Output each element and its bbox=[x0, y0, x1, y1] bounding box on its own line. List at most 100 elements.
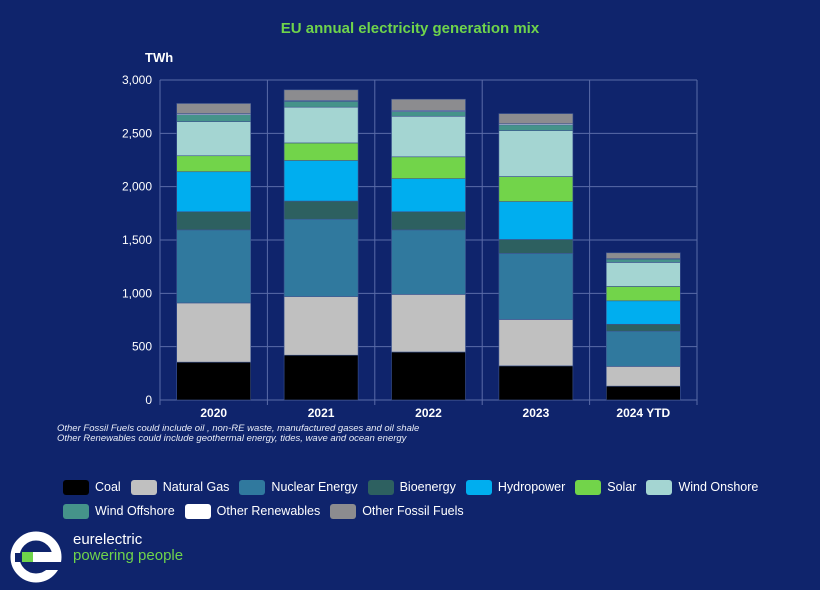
bar-segment-natural-gas bbox=[176, 302, 251, 363]
y-axis-label: TWh bbox=[145, 50, 173, 65]
legend-label: Hydropower bbox=[497, 480, 566, 494]
y-tick-label: 2,000 bbox=[122, 180, 152, 194]
legend-row: Wind Offshore Other Renewables Other Fossi… bbox=[63, 499, 783, 523]
stacked-bar-chart: 0 500 1,000 1,500 2,000 2,500 3,000 2020 2021 202… bbox=[122, 50, 698, 420]
legend-item: Wind Onshore bbox=[646, 479, 759, 495]
note-other-renewables: Other Renewables could include geotherma… bbox=[57, 433, 407, 444]
legend-label: Solar bbox=[607, 480, 637, 494]
bar-segment-other-fossil-fuels bbox=[283, 89, 359, 101]
legend-item: Bioenergy bbox=[367, 479, 456, 495]
bar-segment-nuclear-energy bbox=[391, 229, 466, 295]
bar-segment-other-fossil-fuels bbox=[176, 103, 251, 114]
x-tick-label: 2020 bbox=[200, 406, 227, 420]
y-tick-label: 1,000 bbox=[122, 286, 152, 300]
bar-segment-wind-offshore bbox=[498, 124, 574, 131]
note-other-fossil: Other Fossil Fuels could include oil , n… bbox=[57, 423, 420, 434]
bar-segment-bioenergy bbox=[391, 211, 466, 231]
bar-segment-solar bbox=[176, 155, 251, 173]
brand-tagline: powering people bbox=[73, 547, 184, 564]
y-tick-label: 500 bbox=[132, 340, 152, 354]
bar-segment-wind-offshore bbox=[391, 111, 466, 117]
legend-swatch bbox=[184, 503, 211, 519]
bars bbox=[176, 89, 681, 401]
bar-segment-solar bbox=[391, 156, 466, 179]
bar-segment-bioenergy bbox=[605, 323, 681, 332]
bar-segment-coal bbox=[498, 365, 574, 401]
bar-segment-coal bbox=[605, 385, 681, 401]
bar-segment-wind-onshore bbox=[605, 262, 681, 287]
legend-item: Coal bbox=[63, 479, 121, 495]
bar-segment-natural-gas bbox=[605, 366, 681, 387]
bar-segment-wind-offshore bbox=[283, 101, 359, 108]
legend-label: Natural Gas bbox=[162, 480, 230, 494]
legend-swatch bbox=[63, 479, 89, 495]
bar-segment-wind-onshore bbox=[283, 106, 359, 144]
chart-title: EU annual electricity generation mix bbox=[280, 20, 540, 37]
bar-segment-coal bbox=[391, 351, 466, 401]
bar-segment-solar bbox=[605, 286, 681, 302]
bar-segment-nuclear-energy bbox=[283, 218, 359, 297]
bar-segment-solar bbox=[498, 176, 574, 202]
x-tick-label: 2024 YTD bbox=[616, 406, 670, 420]
y-tick-label: 3,000 bbox=[122, 73, 152, 87]
legend-label: Wind Offshore bbox=[95, 504, 175, 518]
bar-segment-other-fossil-fuels bbox=[605, 252, 681, 259]
y-tick-label: 2,500 bbox=[122, 126, 152, 140]
bar-segment-wind-onshore bbox=[176, 121, 251, 157]
bar-segment-other-fossil-fuels bbox=[498, 113, 574, 125]
legend-item: Solar bbox=[575, 479, 637, 495]
legend-item: Hydropower bbox=[465, 479, 566, 495]
eurelectric-logo-icon bbox=[10, 531, 62, 583]
legend-swatch bbox=[239, 479, 266, 495]
bar-segment-wind-onshore bbox=[391, 115, 466, 158]
legend-item: Other Fossil Fuels bbox=[330, 503, 464, 519]
legend-label: Other Fossil Fuels bbox=[362, 504, 464, 518]
y-tick-label: 1,500 bbox=[122, 233, 152, 247]
legend-label: Coal bbox=[95, 480, 121, 494]
legend-item: Nuclear Energy bbox=[239, 479, 358, 495]
bar-segment-other-fossil-fuels bbox=[391, 98, 466, 111]
bar-segment-coal bbox=[176, 361, 251, 401]
bar-segment-hydropower bbox=[498, 201, 574, 240]
legend-swatch bbox=[130, 479, 157, 495]
legend-item: Natural Gas bbox=[130, 479, 230, 495]
legend-label: Wind Onshore bbox=[678, 480, 759, 494]
legend-swatch bbox=[646, 479, 673, 495]
bar-segment-nuclear-energy bbox=[605, 330, 681, 367]
legend-label: Bioenergy bbox=[399, 480, 456, 494]
bar-segment-wind-offshore bbox=[176, 114, 251, 122]
bar-segment-wind-onshore bbox=[498, 130, 574, 177]
y-tick-label: 0 bbox=[145, 393, 152, 407]
bar-segment-hydropower bbox=[605, 300, 681, 325]
x-tick-label: 2022 bbox=[415, 406, 442, 420]
legend-swatch bbox=[63, 503, 89, 519]
legend-label: Other Renewables bbox=[216, 504, 321, 518]
bar-segment-solar bbox=[283, 142, 359, 161]
bar-segment-hydropower bbox=[391, 178, 466, 213]
bar-segment-wind-offshore bbox=[605, 258, 681, 263]
bar-segment-bioenergy bbox=[283, 200, 359, 220]
legend-item: Wind Offshore bbox=[63, 503, 175, 519]
legend-swatch bbox=[575, 479, 602, 495]
bar-segment-hydropower bbox=[176, 171, 251, 213]
axis-ticks: 0 500 1,000 1,500 2,000 2,500 3,000 2020 2021 202… bbox=[122, 73, 671, 420]
legend: Coal Natural Gas Nuclear Energy Bioenergy Hy… bbox=[63, 475, 783, 523]
legend-label: Nuclear Energy bbox=[271, 480, 358, 494]
bar-segment-nuclear-energy bbox=[176, 229, 251, 304]
legend-row: Coal Natural Gas Nuclear Energy Bioenergy Hy… bbox=[63, 475, 783, 499]
bar-segment-coal bbox=[283, 354, 359, 401]
legend-item: Other Renewables bbox=[184, 503, 321, 519]
bar-segment-nuclear-energy bbox=[498, 253, 574, 320]
bar-segment-natural-gas bbox=[391, 294, 466, 353]
bar-segment-bioenergy bbox=[498, 239, 574, 254]
bar-segment-hydropower bbox=[283, 160, 359, 202]
legend-swatch bbox=[465, 479, 492, 495]
legend-swatch bbox=[330, 503, 357, 519]
bar-segment-natural-gas bbox=[283, 296, 359, 356]
brand-name: eurelectric bbox=[73, 531, 143, 548]
bar-segment-natural-gas bbox=[498, 319, 574, 367]
brand: eurelectric powering people bbox=[73, 532, 183, 564]
x-tick-label: 2021 bbox=[308, 406, 335, 420]
legend-swatch bbox=[367, 479, 394, 495]
bar-segment-bioenergy bbox=[176, 211, 251, 231]
